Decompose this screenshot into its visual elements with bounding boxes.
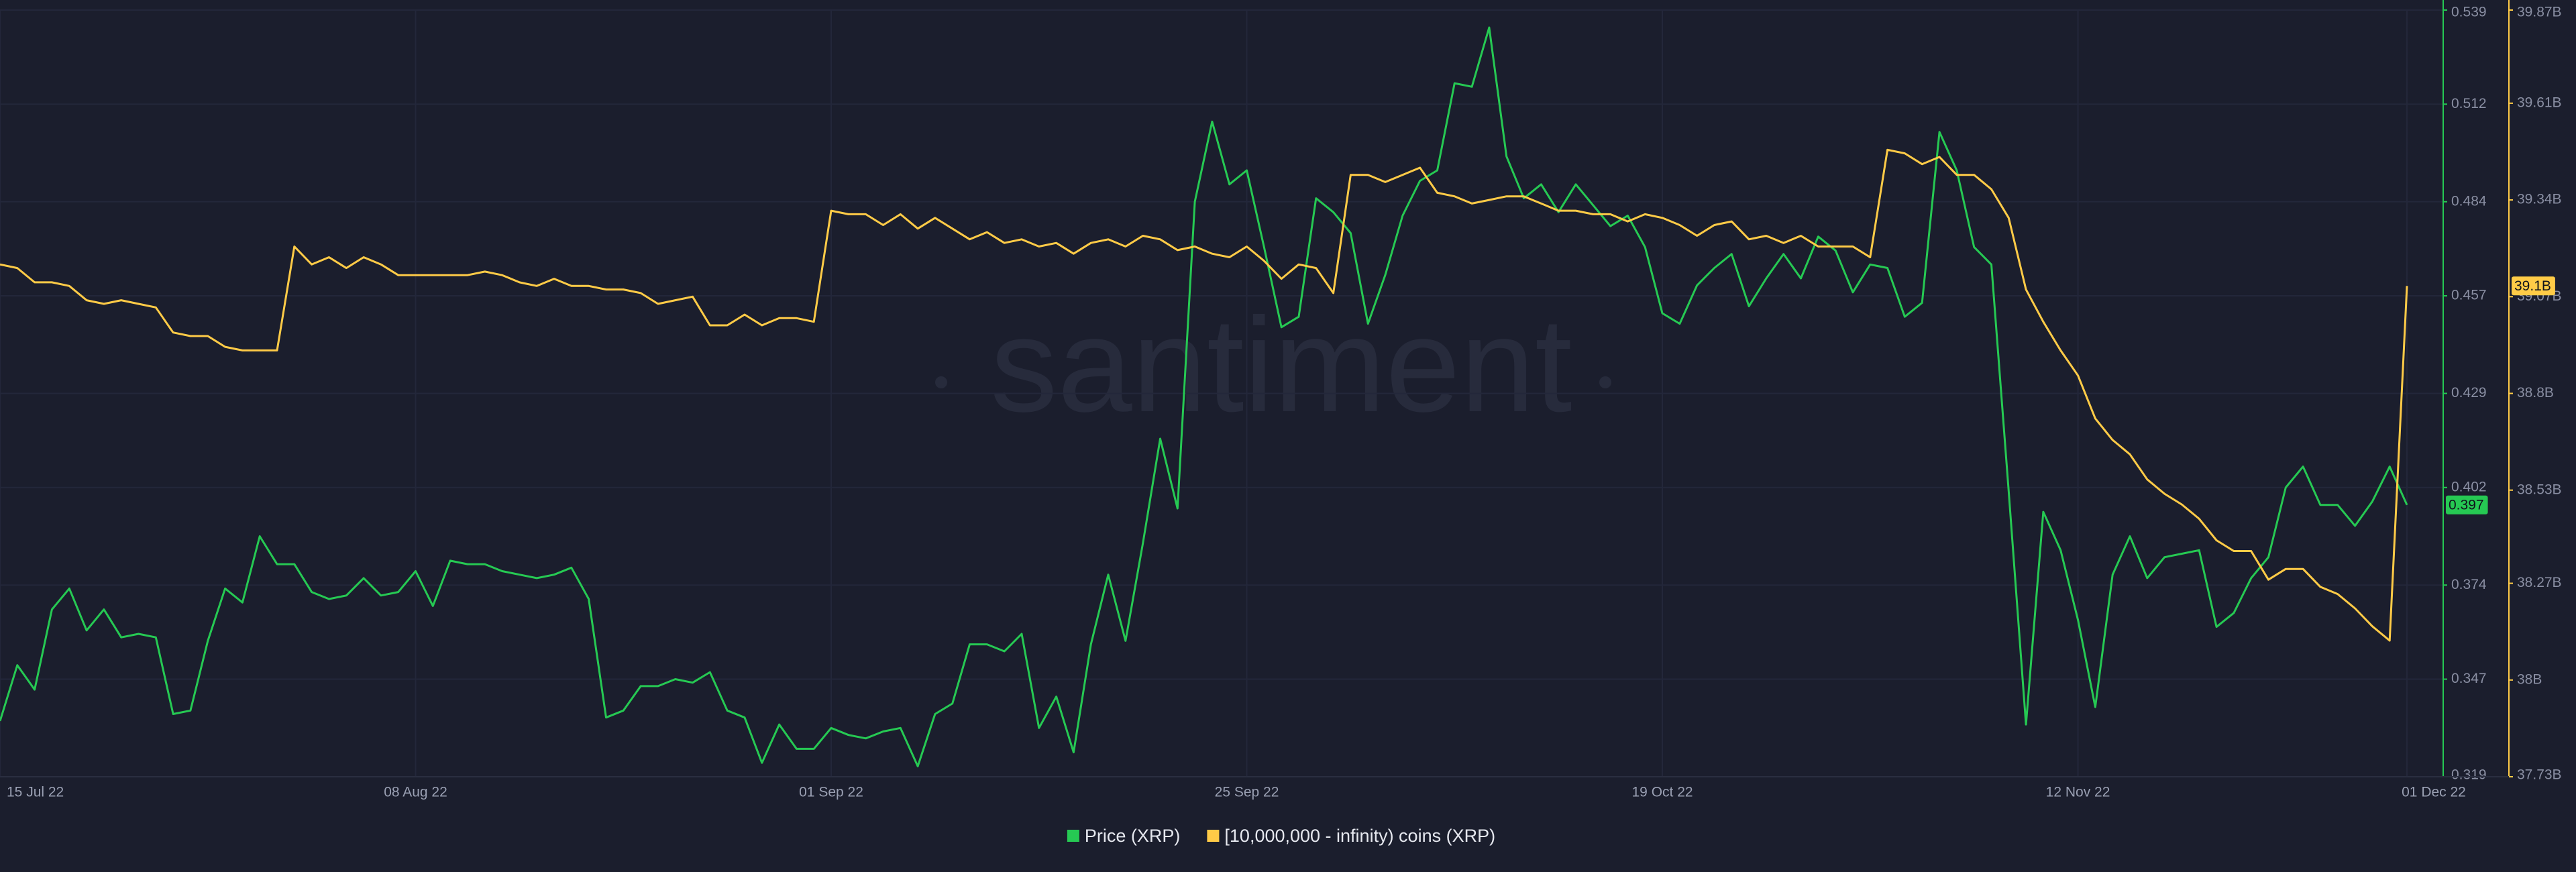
x-tick-label: 15 Jul 22 xyxy=(7,785,64,800)
x-tick-label: 25 Sep 22 xyxy=(1215,785,1279,800)
y-tick-label: 0.374 xyxy=(2451,577,2487,592)
legend-swatch xyxy=(1067,830,1079,842)
x-tick-label: 08 Aug 22 xyxy=(384,785,447,800)
y2-tick-label: 38.8B xyxy=(2517,385,2554,400)
x-tick-label: 19 Oct 22 xyxy=(1632,785,1693,800)
y2-tick-label: 38.53B xyxy=(2517,482,2562,497)
y-tick-label: 0.539 xyxy=(2451,5,2487,20)
last-value-label: 39.1B xyxy=(2514,278,2551,294)
y-tick-label: 0.512 xyxy=(2451,96,2487,111)
watermark-dot xyxy=(1599,376,1611,388)
y-tick-label: 0.402 xyxy=(2451,479,2487,494)
watermark: santiment xyxy=(990,290,1572,440)
y-tick-label: 0.347 xyxy=(2451,671,2487,686)
legend-label: Price (XRP) xyxy=(1085,826,1181,846)
y-tick-label: 0.484 xyxy=(2451,193,2487,209)
last-value-badge xyxy=(2512,276,2555,296)
y2-tick-label: 39.34B xyxy=(2517,192,2562,207)
y-tick-label: 0.319 xyxy=(2451,767,2487,783)
last-value-badge xyxy=(2446,495,2488,514)
y2-tick-label: 39.87B xyxy=(2517,5,2562,20)
axes: 0.539 0.512 0.484 0.457 0.429 0.402 0.374 0.347… xyxy=(0,0,2562,800)
x-tick-label: 01 Sep 22 xyxy=(799,785,863,800)
legend: Price (XRP) [10,000,000 - infinity) coins… xyxy=(1067,826,1495,846)
legend-swatch xyxy=(1207,830,1220,842)
y2-tick-label: 38.27B xyxy=(2517,575,2562,590)
series-line xyxy=(0,26,2408,767)
y2-tick-label: 38B xyxy=(2517,671,2542,687)
x-tick-label: 12 Nov 22 xyxy=(2046,785,2110,800)
legend-label: [10,000,000 - infinity) coins (XRP) xyxy=(1224,826,1495,846)
x-tick-label: 01 Dec 22 xyxy=(2402,785,2466,800)
watermark-dot xyxy=(935,376,947,388)
y2-tick-label: 37.73B xyxy=(2517,767,2562,783)
plot xyxy=(0,26,2408,767)
y-tick-label: 0.429 xyxy=(2451,385,2487,400)
series-line xyxy=(0,148,2408,642)
last-value-label: 0.397 xyxy=(2449,497,2484,512)
y2-tick-label: 39.61B xyxy=(2517,95,2562,110)
y-tick-label: 0.457 xyxy=(2451,288,2487,303)
